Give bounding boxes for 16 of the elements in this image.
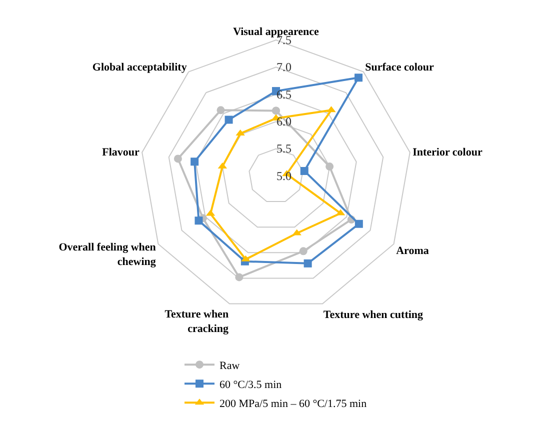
y-tick-label: 7.0 [276,60,292,74]
spoke-label: Texture when cutting [323,308,424,321]
spoke-label: Interior colour [412,146,482,158]
y-tick-label: 6.0 [276,114,292,128]
spoke-label: Texture when cracking [164,308,230,335]
spoke-label: Visual appearence [233,26,320,38]
spoke-label: Flavour [102,146,140,158]
legend-label: 60 °C/3.5 min [220,378,282,391]
spoke-label: Global acceptability [92,62,188,74]
legend-label: Raw [220,360,240,372]
y-tick-label: 6.5 [276,87,292,102]
spoke-label: Aroma [396,245,430,258]
y-tick-label: 5.5 [276,142,292,156]
spoke-label: Overall feeling when chewing [58,242,156,268]
spoke-label: Surface colour [365,62,434,74]
legend-label: 200 MPa/5 min – 60 °C/1.75 min [220,398,368,410]
